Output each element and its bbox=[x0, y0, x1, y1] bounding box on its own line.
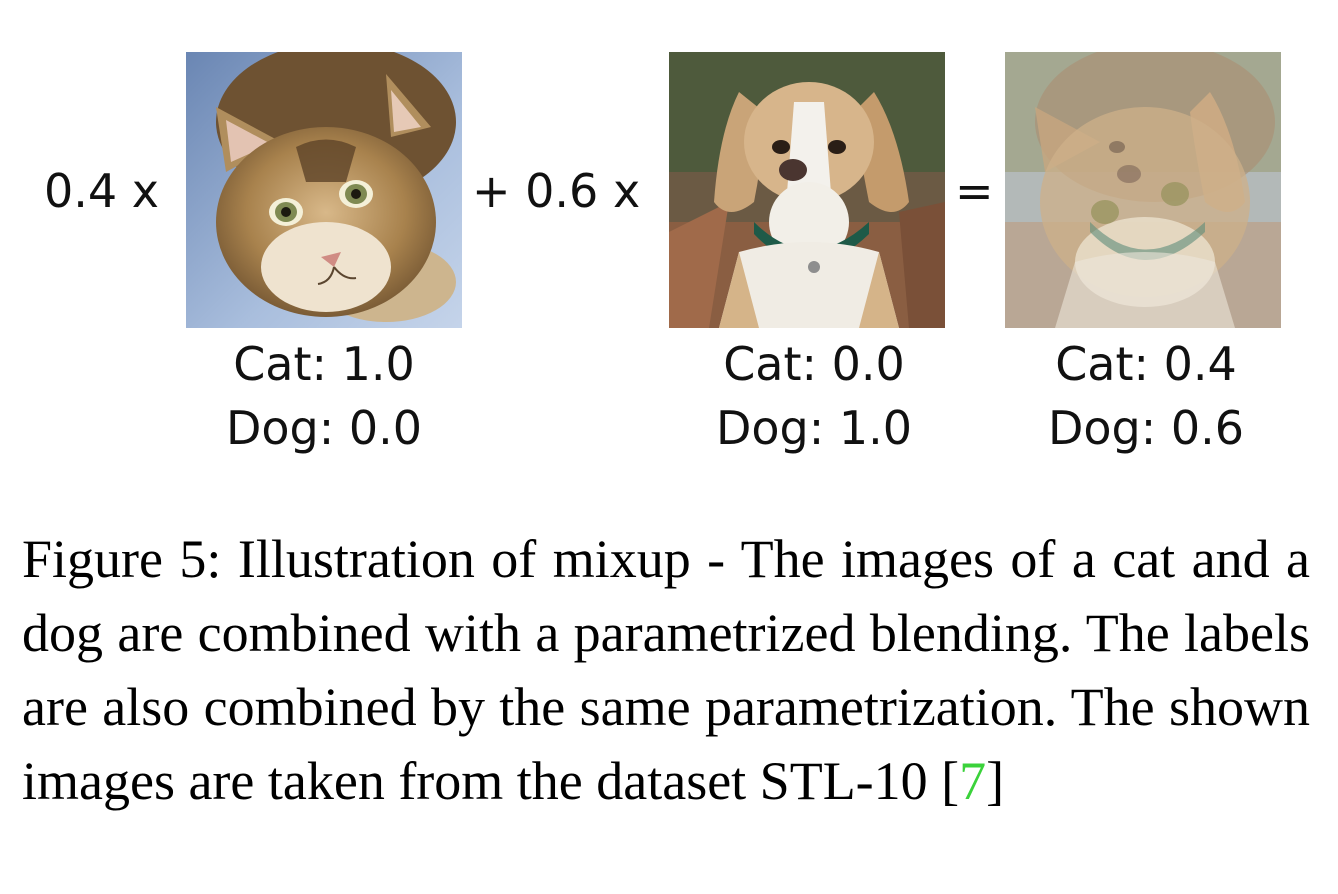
mixed-illustration bbox=[1005, 52, 1281, 328]
mixed-image bbox=[1005, 52, 1281, 328]
caption-end: ] bbox=[986, 751, 1005, 811]
figure-caption: Figure 5: Illustration of mixup - The im… bbox=[22, 522, 1310, 818]
dog-coefficient: + 0.6 x bbox=[472, 164, 641, 218]
equals-sign: = bbox=[955, 164, 994, 218]
cat-label-cat: Cat: 1.0 bbox=[233, 337, 415, 391]
citation-link[interactable]: 7 bbox=[959, 751, 987, 811]
cat-illustration bbox=[186, 52, 462, 328]
mixed-label-dog: Dog: 0.6 bbox=[1047, 401, 1245, 455]
mixup-figure: 0.4 x bbox=[44, 52, 1281, 455]
dog-image bbox=[669, 52, 945, 328]
dog-label-dog: Dog: 1.0 bbox=[715, 401, 913, 455]
cat-label-dog: Dog: 0.0 bbox=[225, 401, 423, 455]
cat-coefficient: 0.4 x bbox=[44, 164, 159, 218]
mixed-label-cat: Cat: 0.4 bbox=[1055, 337, 1237, 391]
dog-illustration bbox=[669, 52, 945, 328]
cat-image bbox=[186, 52, 462, 328]
caption-text: Figure 5: Illustration of mixup - The im… bbox=[22, 529, 1310, 811]
dog-label-cat: Cat: 0.0 bbox=[723, 337, 905, 391]
